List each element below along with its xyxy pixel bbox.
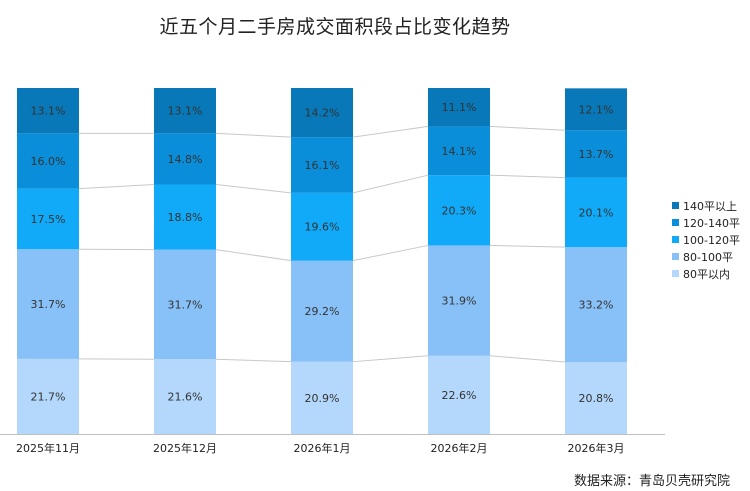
bar-segment xyxy=(428,355,490,434)
bar-segment xyxy=(17,358,79,434)
bar-segment xyxy=(428,175,490,246)
chart-legend: 140平以上 120-140平 100-120平 80-100平 80平以内 xyxy=(672,197,740,282)
bar-segment xyxy=(565,130,627,178)
data-label: 13.1% xyxy=(168,105,203,118)
bar-segment xyxy=(17,88,79,134)
connector-line xyxy=(78,184,155,190)
data-label: 22.6% xyxy=(442,389,477,402)
data-label: 14.8% xyxy=(168,153,203,166)
legend-label: 140平以上 xyxy=(683,199,737,213)
data-label: 18.8% xyxy=(168,211,203,224)
bar-segment xyxy=(291,361,353,434)
data-label: 33.2% xyxy=(579,299,614,312)
connector-line xyxy=(215,132,292,138)
connector-line xyxy=(352,355,429,363)
connector-line xyxy=(215,358,292,363)
bar-segment xyxy=(291,192,353,261)
legend-label: 120-140平 xyxy=(683,216,740,230)
legend-swatch xyxy=(672,219,679,226)
bar-segment xyxy=(565,177,627,248)
x-tick-label: 2025年12月 xyxy=(153,441,217,455)
x-tick-label: 2026年3月 xyxy=(568,441,625,455)
bar-segment xyxy=(291,137,353,193)
bar-segment xyxy=(428,88,490,127)
chart-title: 近五个月二手房成交面积段占比变化趋势 xyxy=(159,16,511,38)
legend-item: 140平以上 xyxy=(672,197,740,214)
bar-segment xyxy=(291,260,353,362)
legend-swatch xyxy=(672,236,679,243)
data-label: 13.1% xyxy=(31,105,66,118)
bar-segment xyxy=(154,184,216,250)
data-label: 13.7% xyxy=(579,148,614,161)
legend-swatch xyxy=(672,202,679,209)
connector-line xyxy=(352,244,429,262)
bar-segment xyxy=(428,126,490,176)
data-label: 31.7% xyxy=(168,298,203,311)
bar-segment xyxy=(565,88,627,131)
connector-line xyxy=(352,125,429,138)
x-tick-label: 2025年11月 xyxy=(16,441,80,455)
legend-swatch xyxy=(672,253,679,260)
connector-line xyxy=(215,249,292,262)
bar-segment xyxy=(154,133,216,185)
connector-line xyxy=(352,174,429,194)
data-label: 20.3% xyxy=(442,204,477,217)
data-label: 14.2% xyxy=(305,107,340,120)
bar-segment xyxy=(565,362,627,434)
legend-item: 80-100平 xyxy=(672,248,740,265)
legend-swatch xyxy=(672,270,679,277)
bar-segment xyxy=(17,249,79,359)
legend-item: 100-120平 xyxy=(672,231,740,248)
connector-line xyxy=(489,174,566,179)
legend-item: 120-140平 xyxy=(672,214,740,231)
data-label: 21.7% xyxy=(31,390,66,403)
bar-segment xyxy=(154,249,216,360)
data-label: 31.7% xyxy=(31,298,66,311)
data-label: 19.6% xyxy=(305,221,340,234)
x-tick-label: 2026年1月 xyxy=(294,441,351,455)
data-source-note: 数据来源：青岛贝壳研究院 xyxy=(573,474,730,489)
legend-label: 80-100平 xyxy=(683,250,733,264)
data-label: 16.1% xyxy=(305,159,340,172)
data-label: 20.1% xyxy=(579,206,614,219)
data-label: 16.0% xyxy=(31,155,66,168)
x-tick-label: 2026年2月 xyxy=(431,441,488,455)
data-label: 11.1% xyxy=(442,101,477,114)
connector-line xyxy=(215,184,292,194)
data-label: 21.6% xyxy=(168,391,203,404)
data-label: 31.9% xyxy=(442,295,477,308)
connector-line xyxy=(489,244,566,248)
data-label: 17.5% xyxy=(31,213,66,226)
bar-segment xyxy=(17,188,79,250)
bar-segment xyxy=(291,88,353,138)
connector-line xyxy=(489,355,566,363)
data-label: 14.1% xyxy=(442,145,477,158)
bar-segment xyxy=(154,88,216,134)
data-label: 29.2% xyxy=(305,305,340,318)
bar-segment xyxy=(565,247,627,363)
data-label: 20.9% xyxy=(305,392,340,405)
bar-segment xyxy=(154,359,216,434)
connector-line xyxy=(489,125,566,131)
data-label: 12.1% xyxy=(579,103,614,116)
legend-label: 80平以内 xyxy=(683,267,730,281)
legend-label: 100-120平 xyxy=(683,233,740,247)
legend-item: 80平以内 xyxy=(672,265,740,282)
bar-segment xyxy=(428,245,490,356)
data-label: 20.8% xyxy=(579,392,614,405)
bar-segment xyxy=(17,133,79,189)
